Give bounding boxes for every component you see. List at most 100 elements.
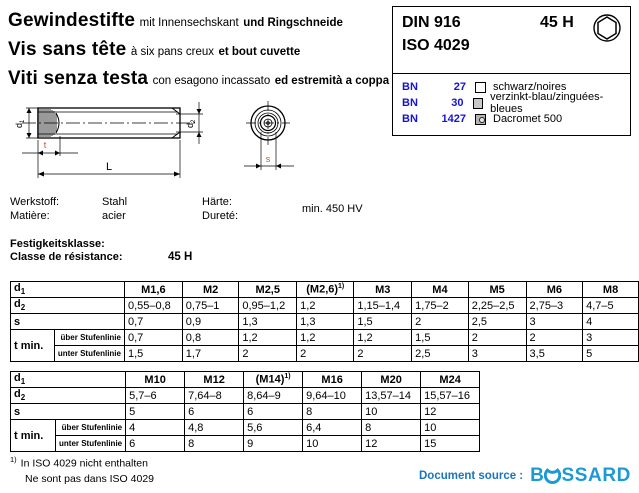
strength-value: 45 H (168, 251, 193, 263)
material-label-fr: Matière: (10, 210, 50, 222)
standard-header: DIN 916 ISO 4029 45 H (393, 7, 630, 74)
cell-s: 6 (184, 403, 245, 420)
cell-s: 2,5 (467, 313, 527, 330)
strength-label-fr: Classe de résistance: (10, 251, 123, 263)
row-label-d2: d2 (10, 297, 125, 314)
cell-s: 1,3 (238, 313, 298, 330)
row-label-d1: d1 (9, 371, 127, 388)
cell-t-above: 5,6 (243, 419, 304, 436)
cell-t-above: 10 (420, 419, 481, 436)
standard-box: DIN 916 ISO 4029 45 H BN 27 schwarz/noir… (392, 6, 631, 136)
cell-t-above: 4 (125, 419, 186, 436)
cell-d2: 0,75–1 (181, 297, 240, 314)
column-header: M8 (582, 281, 639, 298)
cell-d2: 9,64–10 (302, 387, 363, 404)
iso-number: ISO 4029 (402, 37, 470, 54)
title-end-it: ed estremità a coppa (274, 74, 390, 87)
hardness-label-de: Härte: (202, 196, 232, 208)
title-line-fr: Vis sans tête à six pans creux et bout c… (8, 39, 388, 61)
column-header: M1,6 (123, 281, 183, 298)
dimension-table-small: d1 M1,6 M2 M2,5 (M2,6)1) M3 M4 M5 M6 M8 d2 0,55–0,8… (10, 281, 639, 362)
table-row-s: s 5 6 6 8 10 12 (9, 403, 481, 420)
technical-drawing: d1 d2 t L s (14, 101, 294, 178)
row-label-below: unter Stufenlinie (54, 435, 127, 452)
strength-class-header: 45 H (540, 14, 574, 31)
cell-t-below: 1,5 (123, 345, 183, 362)
cell-t-above: 1,5 (411, 329, 469, 346)
title-end-de: und Ringschneide (243, 17, 343, 29)
coating-label: schwarz/noires (493, 81, 567, 93)
column-header: M6 (525, 281, 584, 298)
coating-label: Dacromet 500 (493, 113, 563, 125)
cell-s: 0,9 (181, 313, 240, 330)
title-end-fr: et bout cuvette (218, 45, 301, 58)
bn-tag: BN (402, 81, 418, 93)
coating-row: BN 27 schwarz/noires (402, 79, 630, 95)
cell-d2: 5,7–6 (125, 387, 186, 404)
material-value-de: Stahl (102, 196, 128, 208)
cell-s: 6 (243, 403, 304, 420)
column-header: M5 (467, 281, 527, 298)
table-row-t-above: t min. über Stufenlinie 0,7 0,8 1,2 1,2 1,2 1,5… (10, 329, 639, 362)
cell-t-below: 3 (467, 345, 527, 362)
cell-t-above: 1,2 (353, 329, 413, 346)
cell-t-above: 2 (467, 329, 527, 346)
cell-t-below: 1,7 (181, 345, 240, 362)
document-source-label: Document source : (418, 469, 524, 482)
cell-s: 8 (302, 403, 363, 420)
title-mid-it: con esagono incassato (152, 74, 271, 87)
cell-t-above: 1,2 (296, 329, 355, 346)
table-row-t-below: unter Stufenlinie 1,5 1,7 2 2 2 2,5 3 3,5 5 (11, 345, 639, 362)
column-header: M20 (361, 371, 422, 388)
table-row-d2: d2 5,7–6 7,64–8 8,64–9 9,64–10 13,57–14 15,57–… (9, 387, 481, 404)
cell-t-below: 2 (238, 345, 298, 362)
bn-number: 27 (453, 81, 466, 93)
cell-s: 1,3 (296, 313, 355, 330)
row-label-below: unter Stufenlinie (53, 345, 125, 362)
cell-t-below: 9 (243, 435, 304, 452)
column-header: M3 (353, 281, 413, 298)
column-header: M4 (411, 281, 469, 298)
cell-t-below: 2 (353, 345, 413, 362)
title-block: Gewindestifte mit Innensechskant und Rin… (8, 10, 390, 97)
bn-tag: BN (402, 113, 418, 125)
footnote-text-de: In ISO 4029 nicht enthalten (20, 457, 148, 470)
coating-row: BN 30 verzinkt-blau/zinguées-bleues (402, 91, 630, 115)
cell-t-below: 8 (184, 435, 245, 452)
din-number: DIN 916 (402, 14, 461, 31)
column-header: M16 (302, 371, 363, 388)
cell-t-below: 2 (296, 345, 355, 362)
title-mid-fr: à six pans creux (130, 45, 214, 58)
column-header: M2 (181, 281, 240, 298)
cell-t-below: 12 (361, 435, 422, 452)
coating-list: BN 27 schwarz/noires BN 30 verzinkt-blau… (393, 74, 630, 127)
cell-d2: 15,57–16 (420, 387, 481, 404)
row-label-d1: d1 (10, 281, 125, 298)
document-source: Document source : B SSARD (419, 466, 631, 485)
row-label-t-min: t min. (10, 419, 56, 452)
cell-d2: 1,15–1,4 (353, 297, 413, 314)
cell-t-below: 2,5 (411, 345, 469, 362)
column-header: M2,5 (238, 281, 298, 298)
logo-letter-b: B (530, 465, 545, 486)
cell-t-below: 15 (420, 435, 481, 452)
table-header-row: d1 M10 M12 (M14)1) M16 M20 M24 (9, 371, 481, 388)
cell-d2: 1,75–2 (411, 297, 469, 314)
logo-letters-ssard: SSARD (561, 465, 631, 486)
cell-d2: 0,55–0,8 (123, 297, 183, 314)
row-label-d2: d2 (9, 387, 127, 404)
cell-s: 4 (582, 313, 639, 330)
cell-t-below: 5 (582, 345, 639, 362)
cell-t-above: 0,7 (123, 329, 183, 346)
footnote-line-de: 1) In ISO 4029 nicht enthalten (10, 455, 154, 472)
cell-t-above: 8 (361, 419, 422, 436)
footnote-marker: 1) (10, 455, 17, 464)
column-header: M12 (184, 371, 245, 388)
cell-s: 3 (525, 313, 584, 330)
title-mid-de: mit Innensechskant (139, 17, 239, 29)
cell-t-above: 6,4 (302, 419, 363, 436)
cell-s: 12 (420, 403, 481, 420)
cell-d2: 7,64–8 (184, 387, 245, 404)
cell-d2: 8,64–9 (243, 387, 304, 404)
coating-swatch-white (475, 81, 486, 93)
